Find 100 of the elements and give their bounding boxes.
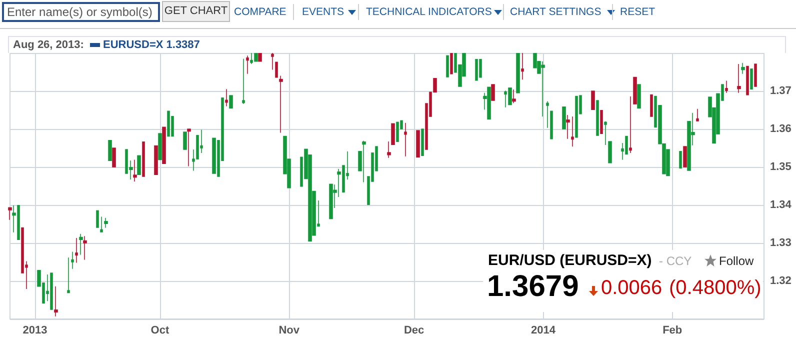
candlestick — [279, 75, 283, 134]
candlestick — [158, 133, 162, 160]
candlestick — [546, 100, 549, 128]
candlestick — [562, 106, 566, 130]
candlestick — [162, 126, 166, 164]
x-tick-label: Feb — [662, 324, 682, 336]
candlestick — [71, 251, 74, 270]
candlestick — [100, 216, 103, 233]
candlestick — [258, 52, 262, 62]
candlestick — [404, 122, 407, 157]
candlestick — [67, 257, 70, 294]
candlestick — [683, 146, 687, 168]
candlestick — [396, 122, 399, 142]
candlestick — [75, 238, 78, 264]
y-tick-label: 1.37 — [770, 85, 792, 97]
x-tick-label: Oct — [150, 324, 170, 336]
annotation: (0.4800%) — [669, 277, 762, 300]
candlestick — [112, 148, 116, 168]
x-tick-label: 2013 — [22, 324, 48, 336]
candlestick — [521, 52, 524, 80]
candlestick — [362, 140, 366, 183]
candlestick — [600, 110, 603, 134]
y-tick-label: 1.32 — [770, 275, 792, 287]
y-tick-label: 1.34 — [770, 199, 792, 211]
candlestick — [550, 110, 553, 140]
candlestick — [387, 141, 391, 158]
text: COMPARE — [234, 6, 286, 18]
candlestick — [746, 66, 749, 96]
text: RESET — [620, 6, 656, 18]
candlestick — [754, 64, 757, 87]
annotation: - CCY — [659, 254, 692, 268]
candlestick — [108, 140, 112, 161]
candlestick — [541, 60, 545, 117]
candlestick — [242, 58, 245, 104]
candlestick — [629, 96, 632, 154]
x-tick-label: 2014 — [530, 324, 556, 336]
text: TECHNICAL INDICATORS — [366, 6, 492, 18]
text: EURUSD=X 1.3387 — [103, 39, 200, 51]
candlestick — [750, 68, 753, 90]
candlestick — [650, 94, 653, 117]
candlestick — [604, 121, 607, 146]
candlestick — [725, 80, 728, 94]
candlestick — [450, 52, 453, 74]
x-tick-label: Dec — [404, 324, 424, 336]
candlestick — [696, 108, 699, 122]
candlestick — [154, 145, 158, 175]
candlestick — [491, 84, 495, 101]
candlestick — [229, 95, 233, 108]
candlestick — [487, 86, 491, 120]
candlestick — [596, 100, 599, 136]
text: Enter name(s) or symbol(s) — [2, 2, 160, 22]
y-tick-label: 1.33 — [770, 237, 792, 249]
candlestick — [254, 52, 258, 62]
text: EVENTS — [302, 6, 344, 18]
candlestick — [187, 128, 191, 167]
candlestick — [167, 110, 170, 137]
candlestick — [475, 59, 478, 81]
candlestick — [275, 62, 278, 78]
candlestick — [741, 62, 745, 74]
text: Aug 26, 2013: — [13, 39, 84, 51]
candlestick — [50, 272, 53, 310]
annotation: Follow — [719, 254, 754, 268]
candlestick — [83, 236, 87, 260]
candlestick — [96, 210, 99, 228]
candlestick — [104, 218, 108, 228]
candlestick — [8, 207, 12, 220]
candlestick — [512, 89, 516, 104]
candlestick — [571, 116, 574, 147]
y-tick-label: 1.35 — [770, 161, 792, 173]
candlestick — [137, 155, 141, 175]
candlestick — [142, 142, 145, 177]
candlestick — [608, 141, 612, 164]
candlestick — [79, 233, 83, 256]
candlestick — [516, 52, 520, 94]
candlestick — [416, 130, 420, 158]
candlestick — [391, 123, 395, 145]
candlestick — [508, 88, 512, 106]
candlestick — [246, 55, 249, 74]
candlestick — [679, 151, 682, 169]
candlestick — [225, 88, 228, 107]
candlestick — [271, 52, 274, 70]
candlestick — [479, 59, 482, 78]
candlestick — [633, 76, 637, 104]
candlestick — [446, 55, 449, 78]
candlestick — [737, 64, 741, 94]
candlestick — [637, 84, 641, 108]
y-tick-label: 1.36 — [770, 123, 792, 135]
x-tick-label: Nov — [278, 324, 300, 336]
candlestick — [566, 114, 570, 140]
annotation: 0.0066 — [601, 277, 662, 300]
candlestick — [329, 184, 333, 220]
candlestick — [133, 159, 137, 182]
text: 1.3679 — [487, 270, 579, 304]
text: EUR/USD (EURUSD=X) — [488, 252, 652, 269]
candlestick — [183, 132, 187, 150]
candlestick — [421, 128, 424, 156]
text: CHART SETTINGS — [510, 6, 602, 18]
candlestick — [591, 90, 595, 110]
candlestick — [212, 138, 216, 174]
candlestick — [54, 286, 58, 317]
